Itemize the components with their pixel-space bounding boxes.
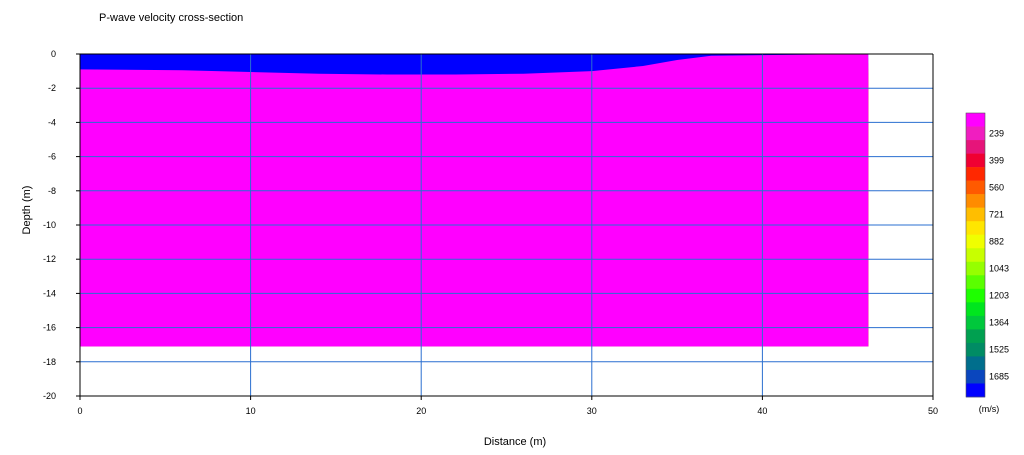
chart-title: P-wave velocity cross-section	[99, 12, 243, 24]
colorbar-label: 1043	[989, 264, 1009, 274]
colorbar-label: 1525	[989, 345, 1009, 355]
colorbar-swatches	[965, 112, 986, 398]
colorbar-swatch	[966, 329, 985, 344]
colorbar-swatch	[966, 140, 985, 154]
colorbar-swatch	[966, 126, 985, 141]
colorbar-swatch	[966, 261, 985, 276]
colorbar-swatch	[966, 221, 985, 236]
colorbar-swatch	[966, 275, 985, 290]
velocity-layer-20	[80, 54, 869, 347]
colorbar-label: 239	[989, 128, 1004, 138]
y-axis-ticks: 0 -2 -4 -6 -8 -10 -12 -14 -16 -18 -20	[43, 49, 80, 401]
y-tick-label: -6	[48, 152, 56, 162]
y-tick-label: -14	[43, 288, 56, 298]
y-tick-label: 0	[51, 49, 56, 59]
colorbar-swatch	[966, 342, 985, 357]
x-tick-label: 20	[416, 406, 426, 416]
colorbar-label: 1685	[989, 372, 1009, 382]
colorbar-label: 399	[989, 155, 1004, 165]
y-tick-label: -8	[48, 186, 56, 196]
y-tick-label: -4	[48, 117, 56, 127]
colorbar-swatch	[966, 207, 985, 222]
colorbar-unit: (m/s)	[979, 404, 1000, 414]
colorbar-swatch	[966, 383, 985, 398]
colorbar-labels: 239 399 560 721 882 1043 1203 1364 1525 1685	[989, 128, 1009, 381]
plot-area	[79, 53, 934, 397]
y-tick-label: -16	[43, 323, 56, 333]
colorbar-swatch	[966, 194, 985, 208]
x-tick-label: 10	[246, 406, 256, 416]
y-tick-label: -18	[43, 357, 56, 367]
colorbar-swatch	[966, 248, 985, 263]
y-axis-label: Depth (m)	[21, 186, 33, 235]
y-tick-label: -2	[48, 83, 56, 93]
colorbar-border	[965, 112, 986, 398]
colorbar-label: 560	[989, 182, 1004, 192]
x-tick-label: 50	[928, 406, 938, 416]
x-tick-label: 0	[77, 406, 82, 416]
colorbar-label: 1203	[989, 291, 1009, 301]
colorbar-swatch	[966, 180, 985, 195]
colorbar-swatch	[966, 356, 985, 371]
colorbar-swatch	[966, 167, 985, 181]
colorbar: 239 399 560 721 882 1043 1203 1364 1525 1685 (m/s…	[965, 112, 1009, 414]
y-tick-label: -10	[43, 220, 56, 230]
x-axis-label: Distance (m)	[484, 436, 546, 448]
x-axis-ticks: 0 10 20 30 40 50	[77, 396, 938, 416]
velocity-layers	[80, 54, 869, 347]
x-tick-label: 30	[587, 406, 597, 416]
y-tick-label: -12	[43, 254, 56, 264]
x-tick-label: 40	[757, 406, 767, 416]
grid-lines	[80, 54, 933, 396]
y-tick-label: -20	[43, 391, 56, 401]
colorbar-label: 882	[989, 237, 1004, 247]
colorbar-swatch	[966, 302, 985, 317]
colorbar-label: 1364	[989, 318, 1009, 328]
colorbar-label: 721	[989, 209, 1004, 219]
colorbar-swatch	[966, 113, 985, 127]
colorbar-swatch	[966, 369, 985, 384]
colorbar-swatch	[966, 153, 985, 168]
colorbar-swatch	[966, 288, 985, 303]
colorbar-swatch	[966, 315, 985, 330]
colorbar-swatch	[966, 234, 985, 249]
